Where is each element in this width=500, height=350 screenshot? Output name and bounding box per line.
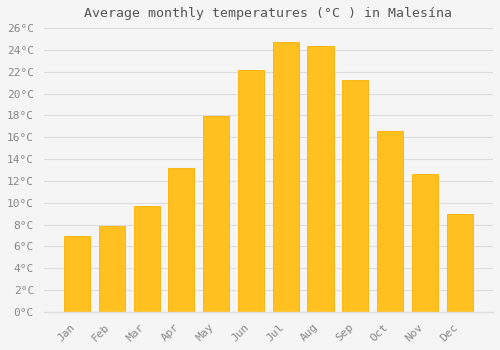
Bar xyxy=(134,206,160,312)
Title: Average monthly temperatures (°C ) in Malesína: Average monthly temperatures (°C ) in Ma… xyxy=(84,7,452,20)
Bar xyxy=(377,131,403,312)
Bar xyxy=(168,168,194,312)
Bar xyxy=(238,70,264,312)
Bar xyxy=(308,46,334,312)
Bar xyxy=(99,226,125,312)
Bar xyxy=(412,174,438,312)
Bar xyxy=(446,214,472,312)
Bar xyxy=(342,80,368,312)
Bar xyxy=(272,42,299,312)
Bar xyxy=(203,117,229,312)
Bar xyxy=(64,236,90,312)
